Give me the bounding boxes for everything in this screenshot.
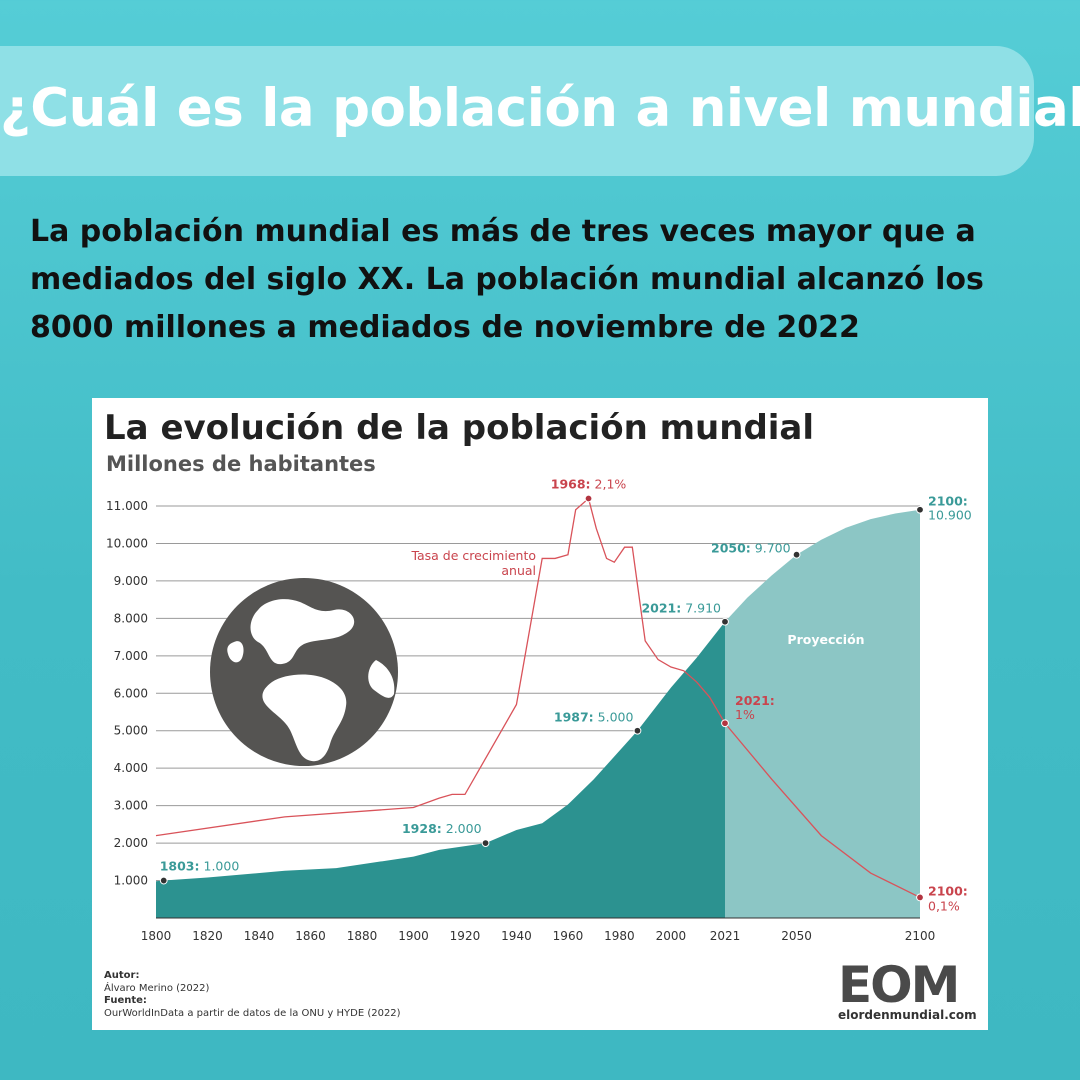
chart-title: La evolución de la población mundial xyxy=(104,408,815,448)
rate-point-2100 xyxy=(916,893,924,902)
x-tick-label: 2100 xyxy=(905,929,936,943)
x-tick-label: 1820 xyxy=(192,929,223,943)
population-chart: 1.000 2.000 3.000 4.000 5.000 6.000 7.000 8.000… xyxy=(106,477,972,943)
y-tick-label: 3.000 xyxy=(114,799,148,813)
population-area xyxy=(156,621,725,918)
rate-point-2021 xyxy=(721,719,729,728)
rate-label-1968: 1968: 2,1% xyxy=(551,477,627,492)
projection-label: Proyección xyxy=(787,632,864,647)
projection-area xyxy=(725,509,920,918)
growth-rate-label-line2: anual xyxy=(501,563,536,578)
title-banner xyxy=(0,46,1034,176)
y-tick-label: 6.000 xyxy=(114,686,148,700)
globe-icon xyxy=(210,578,398,766)
x-tick-label: 1920 xyxy=(450,929,481,943)
rate-label-2100-value: 0,1% xyxy=(928,898,960,913)
y-tick-label: 9.000 xyxy=(114,574,148,588)
label-2050: 2050: 9.700 xyxy=(711,541,791,556)
x-tick-label: 1940 xyxy=(501,929,532,943)
x-tick-label: 2050 xyxy=(781,929,812,943)
y-tick-label: 1.000 xyxy=(114,874,148,888)
logo-text: EOM xyxy=(838,956,960,1014)
y-tick-label: 7.000 xyxy=(114,649,148,663)
y-tick-label: 8.000 xyxy=(114,611,148,625)
point-2021 xyxy=(721,617,729,626)
x-tick-label: 2021 xyxy=(710,929,741,943)
point-1928 xyxy=(481,839,490,847)
x-tick-label: 1960 xyxy=(553,929,584,943)
rate-label-2021-year: 2021: xyxy=(735,693,775,708)
globe-africa-shape xyxy=(262,674,347,762)
label-1987: 1987: 5.000 xyxy=(554,710,634,725)
y-tick-label: 5.000 xyxy=(114,724,148,738)
label-1928: 1928: 2.000 xyxy=(402,821,482,836)
label-2100-year: 2100: xyxy=(928,494,968,509)
eom-logo: EOM elordenmundial.com xyxy=(838,960,978,1024)
x-tick-label: 1860 xyxy=(295,929,326,943)
globe-europe-shape xyxy=(250,599,355,665)
x-tick-label: 2000 xyxy=(656,929,687,943)
rate-label-2021-value: 1% xyxy=(735,707,755,722)
credits: Autor: Álvaro Merino (2022) Fuente: OurW… xyxy=(104,970,401,1020)
chart-subtitle: Millones de habitantes xyxy=(106,452,376,476)
y-tick-label: 2.000 xyxy=(114,836,148,850)
source-label: Fuente: xyxy=(104,995,147,1006)
label-1803: 1803: 1.000 xyxy=(160,859,240,874)
growth-rate-line xyxy=(155,497,921,898)
rate-point-1968 xyxy=(584,494,593,503)
source-text: OurWorldInData a partir de datos de la O… xyxy=(104,1007,401,1019)
rate-label-2100-year: 2100: xyxy=(928,883,968,898)
x-tick-label: 1900 xyxy=(398,929,429,943)
intro-text: La población mundial es más de tres vece… xyxy=(30,214,984,345)
y-tick-label: 11.000 xyxy=(106,499,148,513)
point-2050 xyxy=(792,550,801,559)
x-tick-label: 1800 xyxy=(141,929,172,943)
globe-asia-shape xyxy=(368,660,395,698)
point-1987 xyxy=(633,726,642,735)
author-name: Álvaro Merino (2022) xyxy=(104,982,210,994)
y-tick-label: 4.000 xyxy=(114,761,148,775)
author-label: Autor: xyxy=(104,970,140,981)
point-2100 xyxy=(916,505,924,514)
x-tick-label: 1880 xyxy=(347,929,378,943)
point-1803 xyxy=(159,876,168,885)
label-2021: 2021: 7.910 xyxy=(641,601,721,616)
growth-rate-label: Tasa de crecimiento xyxy=(410,548,536,563)
label-2100-value: 10.900 xyxy=(928,508,972,523)
page-title: ¿Cuál es la población a nivel mundial? xyxy=(0,78,1080,139)
y-tick-label: 10.000 xyxy=(106,536,148,550)
x-tick-label: 1980 xyxy=(604,929,635,943)
globe-britain-shape xyxy=(227,641,244,663)
chart-card: La evolución de la población mundial Mil… xyxy=(92,398,988,1030)
logo-url: elordenmundial.com xyxy=(838,1008,977,1022)
x-tick-label: 1840 xyxy=(244,929,275,943)
